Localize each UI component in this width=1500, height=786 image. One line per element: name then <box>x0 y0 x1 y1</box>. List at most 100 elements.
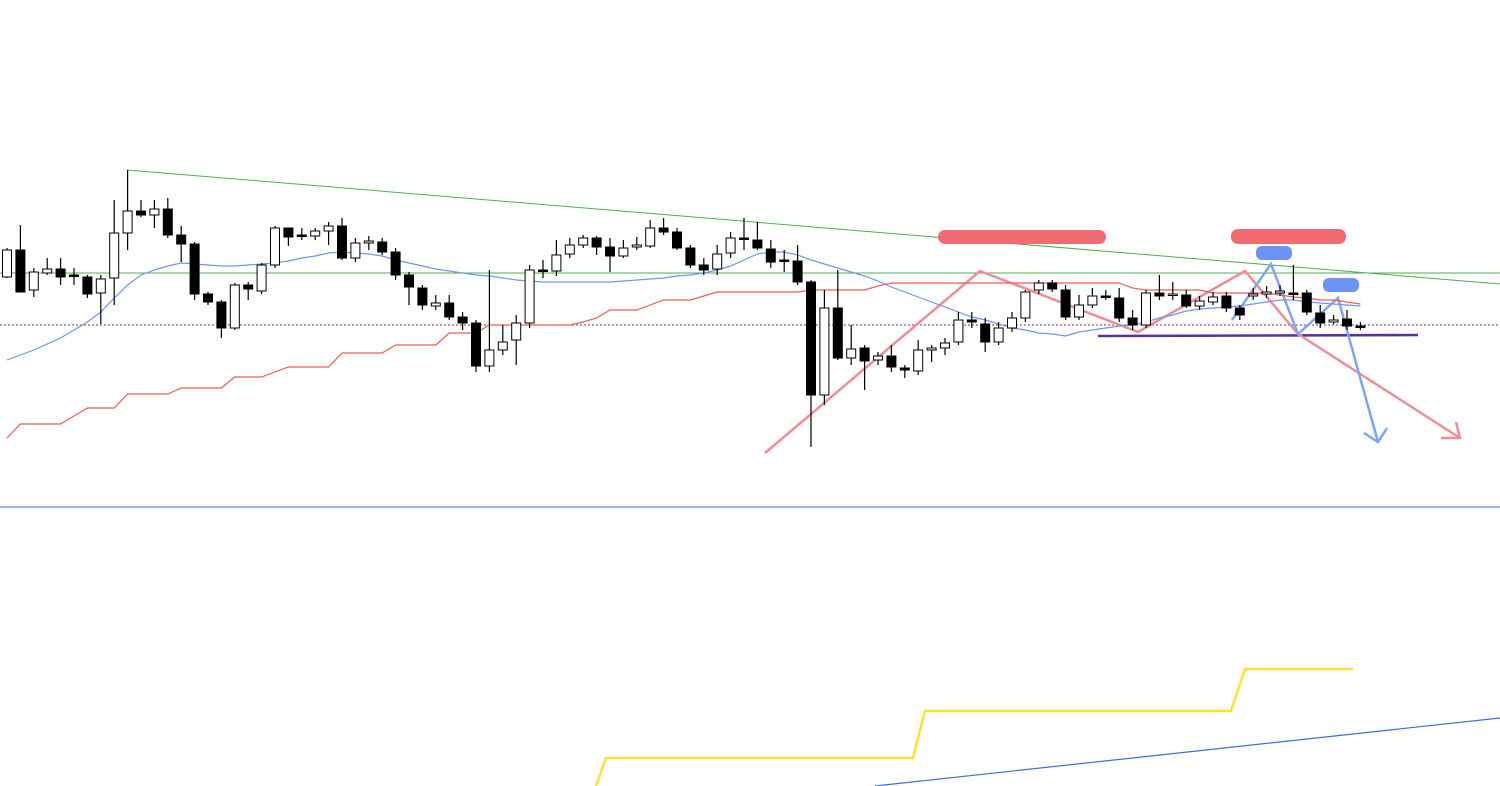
candle-body <box>511 322 522 341</box>
candle-body <box>712 253 723 270</box>
candle-body <box>752 239 763 249</box>
candle-body <box>578 237 589 246</box>
candle-body <box>980 323 991 343</box>
candle-body <box>832 307 843 359</box>
candle-body <box>1342 318 1352 327</box>
candle-body <box>645 227 656 247</box>
candle-body <box>591 237 602 248</box>
zone-marker <box>1323 278 1359 292</box>
candle-body <box>457 316 468 324</box>
candle-body <box>42 268 53 274</box>
candle-body <box>337 225 347 259</box>
zone-marker <box>938 230 1106 244</box>
candle-body <box>1167 293 1178 296</box>
neckline <box>1097 333 1419 338</box>
candle-body <box>859 347 870 362</box>
zigzag <box>1230 261 1380 443</box>
candle-body <box>538 269 548 272</box>
candle-body <box>1007 317 1017 329</box>
arrow-head <box>1363 427 1389 444</box>
candle-body <box>1301 292 1312 313</box>
candle-body <box>122 210 133 234</box>
indicator-line <box>6 251 1361 361</box>
candle-body <box>377 241 388 253</box>
drawings <box>0 169 1500 786</box>
candle-body <box>109 232 120 279</box>
candle-body <box>162 208 173 236</box>
candle-body <box>1127 317 1138 326</box>
candle-body <box>417 287 428 306</box>
indicator-line <box>6 282 1361 439</box>
candle-body <box>1181 294 1192 307</box>
candle-body <box>323 225 334 232</box>
candle-body <box>1074 304 1084 318</box>
candle-body <box>1355 325 1366 328</box>
candle-body <box>953 319 964 343</box>
candle-body <box>524 269 535 324</box>
candle-body <box>564 244 575 255</box>
candle-body <box>363 240 374 244</box>
candle-body <box>404 274 414 288</box>
candle-body <box>270 227 280 266</box>
candle-body <box>283 227 294 238</box>
candle-body <box>1275 290 1285 294</box>
candle-body <box>926 347 937 351</box>
candle-body <box>806 281 816 396</box>
candle-body <box>1033 282 1044 291</box>
candle-body <box>1234 307 1245 316</box>
candle-body <box>229 284 240 329</box>
candle-body <box>886 355 897 368</box>
candle-body <box>792 260 803 283</box>
candle-body <box>69 274 79 277</box>
candle-body <box>1315 312 1326 324</box>
candle-body <box>310 230 321 237</box>
candle-body <box>1087 295 1098 306</box>
candle-body <box>1047 282 1058 290</box>
candle-body <box>390 251 401 276</box>
candle-body <box>765 248 776 263</box>
candle-body <box>685 247 696 266</box>
candle-body <box>1141 292 1151 326</box>
candle-body <box>350 242 361 259</box>
candle-body <box>698 264 709 271</box>
arrow-head <box>1441 421 1462 440</box>
candle-body <box>216 301 227 329</box>
candle-body <box>28 271 39 291</box>
candle-body <box>1020 291 1031 319</box>
zigzag <box>764 269 1299 454</box>
candle-body <box>444 302 455 318</box>
candle-body <box>430 302 441 307</box>
candle-body <box>82 276 93 295</box>
candle-body <box>471 322 481 367</box>
candle-body <box>189 243 200 295</box>
candle-body <box>913 349 924 372</box>
candle-body <box>739 237 749 240</box>
candle-body <box>256 264 267 292</box>
candle-body <box>1221 295 1232 309</box>
candle-body <box>899 367 910 371</box>
candle-body <box>819 307 830 396</box>
candle-body <box>605 246 615 257</box>
candle-body <box>296 234 307 237</box>
candle-body <box>618 247 629 257</box>
candle-body <box>672 231 682 249</box>
candle-body <box>966 319 977 323</box>
candle-body <box>1248 293 1259 297</box>
candle-body <box>2 249 12 278</box>
candle-body <box>55 268 66 278</box>
candle-body <box>149 208 160 216</box>
candle-body <box>940 342 950 349</box>
candle-body <box>1261 291 1272 295</box>
candle-body <box>1114 297 1125 319</box>
candle-body <box>658 227 669 233</box>
trend-line <box>874 717 1500 786</box>
candle-body <box>993 327 1004 343</box>
candle-body <box>1154 292 1165 297</box>
candle-body <box>497 341 508 351</box>
zone-marker <box>1231 229 1346 244</box>
candle-body <box>136 210 146 216</box>
candle-body <box>846 348 857 359</box>
candle-body <box>779 259 790 262</box>
candle-body <box>631 244 642 248</box>
